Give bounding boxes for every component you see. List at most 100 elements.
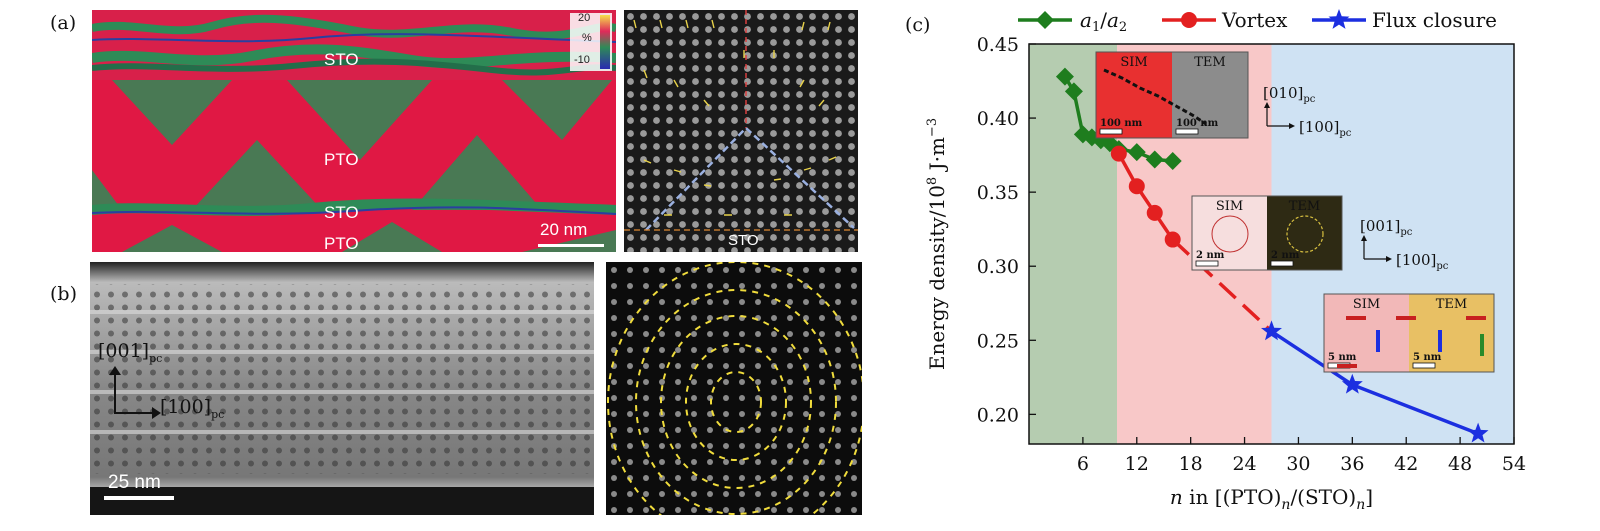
axis-x-arrow	[114, 412, 154, 414]
x-tick-label: 42	[1394, 453, 1418, 475]
inset-a1a2-tem-scalebar	[1175, 128, 1199, 135]
axis-x-arrowhead	[152, 407, 161, 419]
legend-label-vortex: Vortex	[1221, 8, 1288, 32]
polarization-map-image: STO	[624, 10, 858, 252]
inset-a1a2-sim-scalebar	[1099, 128, 1123, 135]
inset-a1a2-tem-label: TEM	[1194, 55, 1225, 70]
scalebar-a	[538, 244, 604, 247]
inset-a1a2-axes-right-label: [100]pc	[1299, 118, 1352, 139]
marker-diamond	[1163, 152, 1182, 171]
inset-flux-tem-label: TEM	[1436, 297, 1467, 312]
inset-vortex-sim	[1192, 196, 1267, 270]
colorbar-unit-label: %	[582, 32, 592, 44]
inset-a1a2-tem	[1172, 52, 1248, 138]
layer-label-sto-1: STO	[324, 50, 359, 69]
marker-diamond	[1073, 125, 1092, 144]
y-tick-label: 0.30	[977, 256, 1019, 278]
marker-star	[1261, 320, 1282, 341]
marker-circle	[1146, 204, 1163, 221]
inset-a1a2-sim-label: SIM	[1120, 55, 1147, 70]
inset-a1a2-sim	[1096, 52, 1172, 138]
inset-flux-frame	[1323, 293, 1495, 373]
scalebar-label-b: 25 nm	[108, 472, 161, 493]
marker-circle	[1164, 231, 1181, 248]
inset-vortex-tem-scalebar	[1270, 260, 1294, 267]
y-tick-label: 0.35	[977, 182, 1019, 204]
inset-vortex-tem-swirl	[1286, 215, 1324, 253]
colorbar-bottom-label: -10	[574, 54, 590, 66]
inset-vortex-tem	[1267, 196, 1342, 270]
inset-vortex-sim-scalebar	[1195, 260, 1219, 267]
x-tick-label: 18	[1179, 453, 1203, 475]
inset-vortex-tem-label: TEM	[1289, 199, 1320, 214]
marker-diamond	[1145, 150, 1164, 169]
y-tick-label: 0.45	[977, 34, 1019, 56]
inset-vortex-axes-up-label: [001]pc	[1360, 217, 1413, 238]
axis-x-label: [100]pc	[160, 396, 225, 421]
inset-vortex-axes-right-label: [100]pc	[1396, 251, 1449, 272]
marker-circle	[1181, 12, 1197, 28]
marker-diamond	[1127, 143, 1146, 162]
y-tick-label: 0.20	[977, 404, 1019, 426]
inset-vortex-axes-right-head	[1386, 256, 1392, 262]
legend-label-flux: Flux closure	[1372, 8, 1497, 32]
y-tick-label: 0.25	[977, 330, 1019, 352]
inset-a1a2-axes-right-head	[1289, 123, 1295, 129]
strain-map-image: 20 % -10 STO PTO STO PTO 20 nm	[92, 10, 616, 252]
x-tick-label: 12	[1125, 453, 1149, 475]
marker-circle	[1110, 145, 1127, 162]
inset-vortex-tem-scale: 2 nm	[1271, 250, 1300, 261]
inset-vortex-sim-scale: 2 nm	[1196, 250, 1225, 261]
inset-vortex-sim-label: SIM	[1216, 199, 1243, 214]
x-tick-label: 6	[1077, 453, 1089, 475]
legend-label-a1a2: a1/a2	[1080, 8, 1127, 35]
inset-vortex-axes-up-head	[1361, 235, 1367, 241]
x-tick-label: 24	[1232, 453, 1256, 475]
y-tick-label: 0.40	[977, 108, 1019, 130]
axis-y-arrow	[114, 372, 116, 414]
x-axis-label: n in [(PTO)n/(STO)n]	[1170, 485, 1373, 513]
x-tick-label: 30	[1286, 453, 1310, 475]
scalebar-b	[104, 496, 174, 500]
scalebar-label-a: 20 nm	[540, 220, 588, 239]
inset-flux-tem	[1409, 294, 1494, 372]
axis-y-label: [001]pc	[98, 340, 163, 365]
marker-diamond	[1036, 11, 1054, 29]
energy-density-chart: 6 12 18 24 30 36 42 48 54 0.20 0.25 0.30 0.35 0.40 0.4…	[925, 8, 1526, 513]
inset-a1a2-domain-arrows	[1103, 68, 1207, 126]
marker-diamond	[1055, 67, 1074, 86]
inset-a1a2-axes-up-head	[1264, 102, 1270, 108]
inset-flux-sim-label: SIM	[1353, 297, 1380, 312]
panel-label-c: (c)	[905, 14, 931, 36]
series-line-vortex	[1171, 238, 1273, 333]
marker-star	[1341, 373, 1363, 394]
inset-flux-sim	[1324, 294, 1409, 372]
x-tick-label: 54	[1502, 453, 1526, 475]
layer-label-pto-1: PTO	[324, 150, 359, 169]
layer-label-sto-right: STO	[728, 232, 759, 249]
haadf-image: [001]pc [100]pc 25 nm	[90, 262, 594, 515]
inset-flux-tem-scale: 5 nm	[1413, 352, 1442, 363]
axis-y-arrowhead	[109, 366, 121, 375]
colorbar-top-label: 20	[578, 12, 591, 24]
inset-vortex-frame	[1191, 195, 1343, 271]
inset-a1a2-frame	[1095, 51, 1249, 139]
inset-flux-sim-scale: 5 nm	[1328, 352, 1357, 363]
marker-diamond	[1064, 82, 1083, 101]
panel-label-b: (b)	[50, 283, 77, 305]
layer-label-pto-2: PTO	[324, 234, 359, 252]
inset-vortex-sim-swirl	[1211, 215, 1249, 253]
y-axis-label: Energy density/108 J·m−3	[925, 118, 949, 370]
inset-flux-tem-scalebar	[1412, 362, 1436, 369]
inset-a1a2-tem-scale: 100 nm	[1176, 118, 1219, 129]
panel-label-a: (a)	[50, 12, 77, 34]
inset-a1a2-sim-scale: 100 nm	[1100, 118, 1143, 129]
marker-circle	[1128, 178, 1145, 195]
vortex-map-image	[606, 262, 862, 515]
marker-star	[1328, 9, 1350, 29]
plot-frame	[1028, 43, 1515, 445]
marker-diamond	[1100, 134, 1119, 153]
x-tick-label: 48	[1448, 453, 1472, 475]
layer-label-sto-2: STO	[324, 203, 359, 222]
marker-star	[1467, 422, 1489, 443]
